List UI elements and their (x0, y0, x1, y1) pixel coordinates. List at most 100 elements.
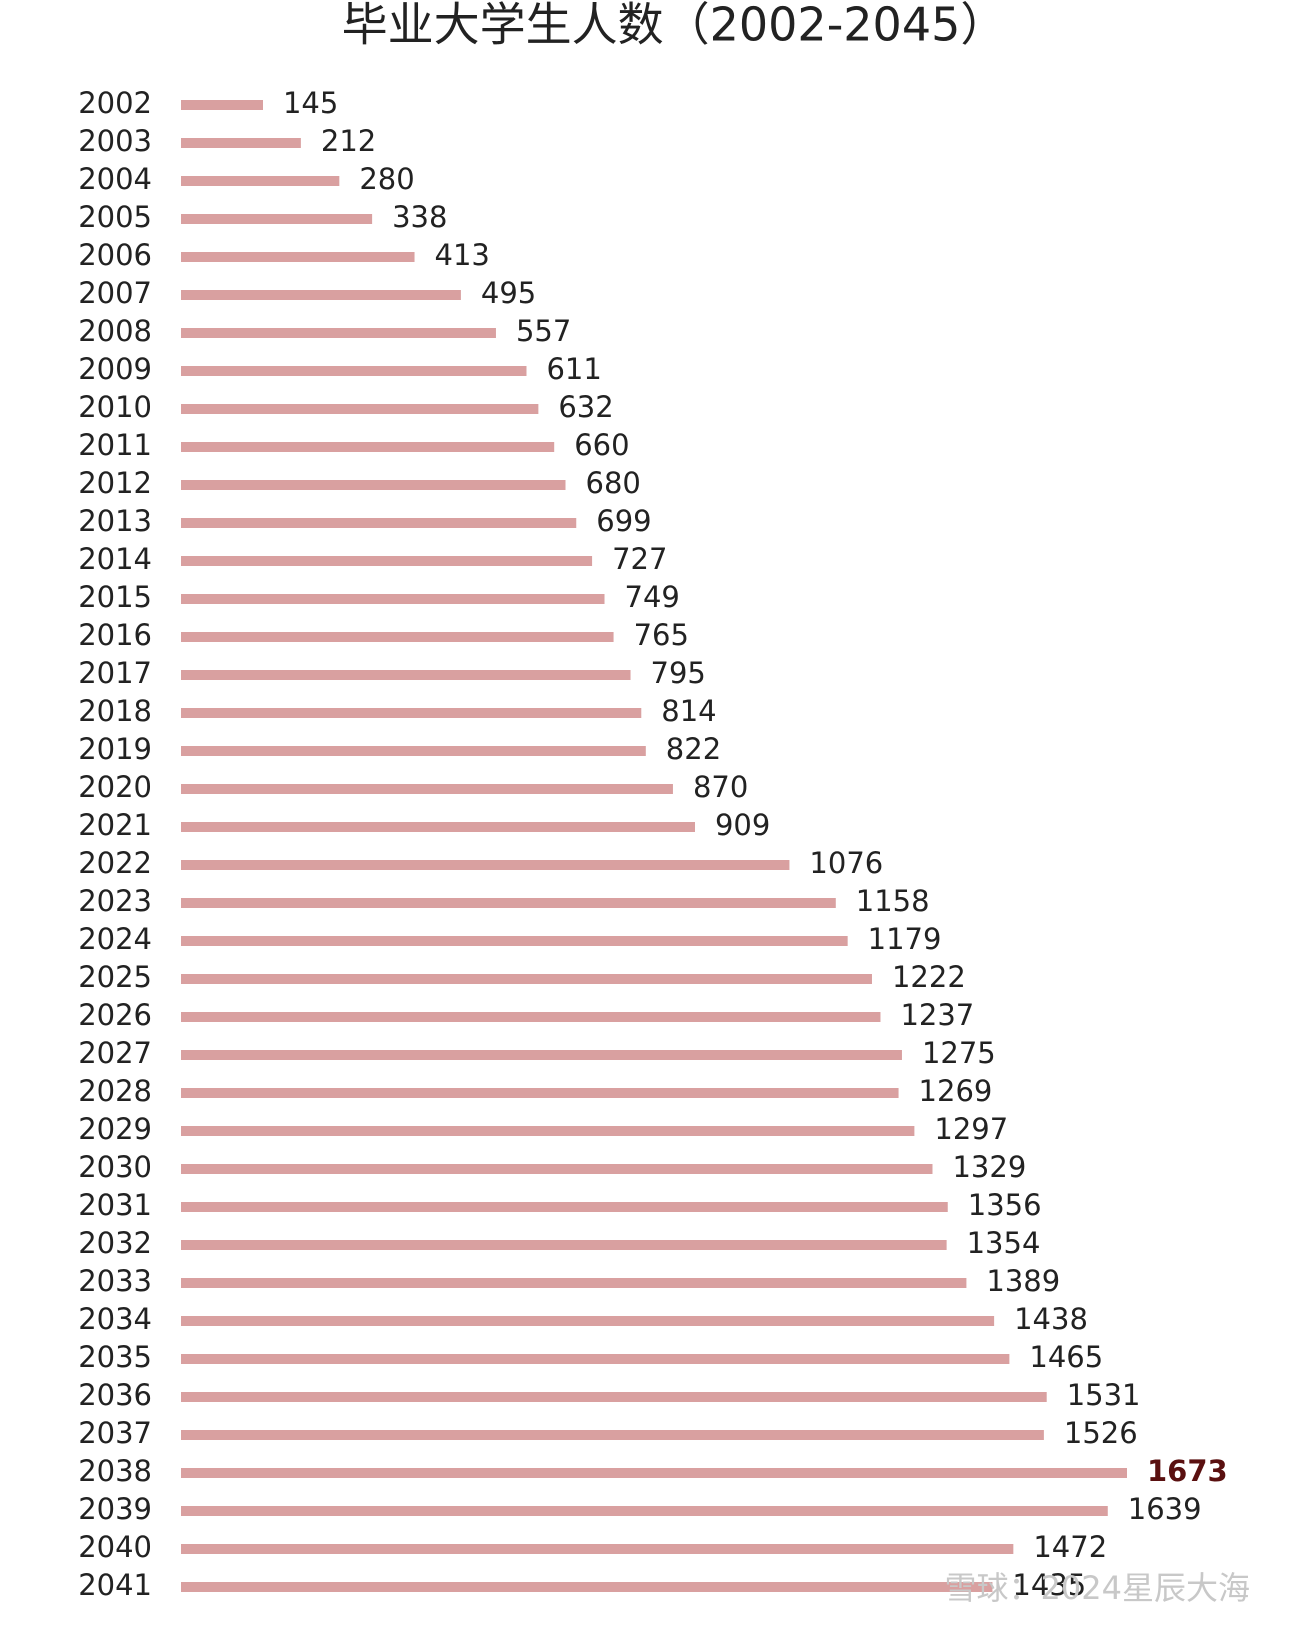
y-tick-label: 2013 (78, 504, 152, 538)
y-tick-label: 2040 (78, 1530, 152, 1564)
bar (181, 100, 263, 110)
value-label: 1435 (1012, 1568, 1086, 1602)
y-tick-label: 2016 (78, 618, 152, 652)
value-label: 557 (516, 314, 571, 348)
y-tick-label: 2018 (78, 694, 152, 728)
bar (181, 670, 631, 680)
value-label: 145 (283, 86, 338, 120)
y-tick-label: 2039 (78, 1492, 152, 1526)
y-tick-label: 2030 (78, 1150, 152, 1184)
value-label: 1639 (1128, 1492, 1202, 1526)
y-tick-label: 2012 (78, 466, 152, 500)
value-label: 727 (612, 542, 667, 576)
y-tick-label: 2025 (78, 960, 152, 994)
bar (181, 1278, 967, 1288)
y-tick-label: 2008 (78, 314, 152, 348)
y-tick-label: 2032 (78, 1226, 152, 1260)
value-label: 1222 (892, 960, 966, 994)
y-tick-label: 2003 (78, 124, 152, 158)
y-tick-label: 2035 (78, 1340, 152, 1374)
bar (181, 898, 836, 908)
bar (181, 214, 373, 224)
bar (181, 1430, 1044, 1440)
bar (181, 1316, 995, 1326)
y-tick-label: 2006 (78, 238, 152, 272)
y-tick-label: 2037 (78, 1416, 152, 1450)
bar (181, 746, 646, 756)
bar (181, 1392, 1047, 1402)
y-tick-label: 2009 (78, 352, 152, 386)
y-tick-label: 2002 (78, 86, 152, 120)
bar (181, 1544, 1014, 1554)
bar (181, 328, 496, 338)
y-tick-label: 2027 (78, 1036, 152, 1070)
value-label: 1531 (1067, 1378, 1141, 1412)
value-label: 1389 (986, 1264, 1060, 1298)
y-tick-label: 2028 (78, 1074, 152, 1108)
value-label: 1465 (1029, 1340, 1103, 1374)
value-label: 338 (392, 200, 447, 234)
y-tick-label: 2015 (78, 580, 152, 614)
value-label: 1269 (919, 1074, 993, 1108)
bar (181, 442, 555, 452)
value-label: 413 (435, 238, 490, 272)
bar (181, 1468, 1127, 1478)
value-label: 699 (596, 504, 651, 538)
value-label: 495 (481, 276, 536, 310)
bar (181, 480, 566, 490)
value-label: 909 (715, 808, 770, 842)
y-tick-label: 2007 (78, 276, 152, 310)
bar (181, 290, 461, 300)
bar (181, 556, 593, 566)
y-tick-label: 2021 (78, 808, 152, 842)
value-label: 1673 (1147, 1454, 1228, 1488)
bar (181, 1202, 948, 1212)
value-label: 814 (661, 694, 716, 728)
value-label: 212 (321, 124, 376, 158)
bar (181, 366, 527, 376)
chart-title: 毕业大学生人数（2002-2045） (342, 0, 1007, 52)
value-label: 749 (625, 580, 680, 614)
bar (181, 1354, 1010, 1364)
value-label: 1356 (968, 1188, 1042, 1222)
value-label: 1179 (868, 922, 942, 956)
value-label: 1076 (809, 846, 883, 880)
y-tick-label: 2004 (78, 162, 152, 196)
y-tick-label: 2010 (78, 390, 152, 424)
bar (181, 632, 614, 642)
bar (181, 1164, 933, 1174)
y-tick-label: 2024 (78, 922, 152, 956)
value-label: 795 (651, 656, 706, 690)
bar (181, 176, 340, 186)
value-label: 680 (586, 466, 641, 500)
y-tick-label: 2017 (78, 656, 152, 690)
value-label: 632 (558, 390, 613, 424)
bar (181, 594, 605, 604)
y-tick-label: 2014 (78, 542, 152, 576)
value-label: 822 (666, 732, 721, 766)
value-label: 1158 (856, 884, 930, 918)
y-tick-label: 2041 (78, 1568, 152, 1602)
value-label: 1438 (1014, 1302, 1088, 1336)
y-tick-label: 2005 (78, 200, 152, 234)
y-tick-label: 2019 (78, 732, 152, 766)
y-tick-label: 2022 (78, 846, 152, 880)
y-tick-label: 2031 (78, 1188, 152, 1222)
bar (181, 1012, 881, 1022)
bar (181, 860, 790, 870)
value-label: 1472 (1033, 1530, 1107, 1564)
y-tick-label: 2029 (78, 1112, 152, 1146)
y-tick-label: 2033 (78, 1264, 152, 1298)
value-label: 1354 (967, 1226, 1041, 1260)
bar (181, 518, 577, 528)
bar (181, 404, 539, 414)
value-label: 660 (574, 428, 629, 462)
bar (181, 708, 642, 718)
watermark: 雪球：2024星辰大海 (945, 1569, 1250, 1607)
value-label: 1329 (952, 1150, 1026, 1184)
value-label: 870 (693, 770, 748, 804)
value-label: 280 (359, 162, 414, 196)
bar (181, 1050, 902, 1060)
